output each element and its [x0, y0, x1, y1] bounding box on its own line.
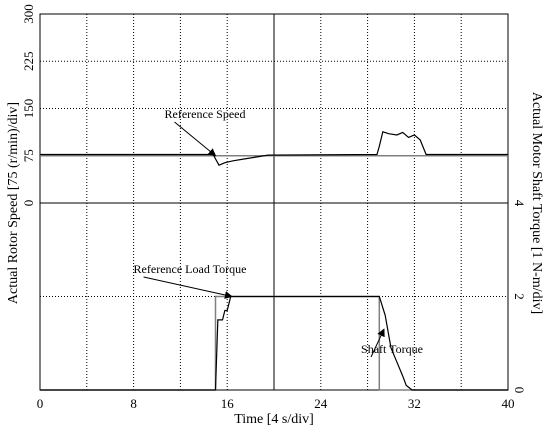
y-tick-label: 4: [512, 200, 527, 207]
y-tick-label: 150: [21, 99, 36, 119]
series-line: [40, 295, 508, 391]
annotation: Shaft Torque: [361, 342, 423, 356]
y-tick-label: 0: [512, 387, 527, 394]
y-tick-label: 225: [21, 52, 36, 72]
x-tick-label: 8: [130, 396, 137, 411]
y-tick-label: 0: [21, 200, 36, 207]
y-tick-label: 75: [21, 149, 36, 162]
annotation-arrow: [370, 328, 385, 358]
y-axis-title: Actual Motor Shaft Torque [1 N-m/div]: [529, 92, 544, 314]
annotation-arrow: [174, 121, 217, 157]
annotation-arrow: [143, 276, 233, 299]
y-tick-label: 300: [21, 4, 36, 24]
annotation: Reference Load Torque: [134, 262, 247, 276]
x-axis-title: Time [4 s/div]: [234, 412, 314, 427]
x-tick-label: 24: [314, 396, 328, 411]
annotation: Reference Speed: [165, 107, 246, 121]
x-tick-label: 40: [502, 396, 515, 411]
x-tick-label: 16: [221, 396, 235, 411]
series-line: [40, 131, 508, 166]
x-tick-label: 0: [37, 396, 44, 411]
y-axis-title: Actual Rotor Speed [75 (r/min)/div]: [6, 102, 21, 304]
x-tick-label: 32: [408, 396, 421, 411]
y-tick-label: 2: [512, 293, 527, 300]
